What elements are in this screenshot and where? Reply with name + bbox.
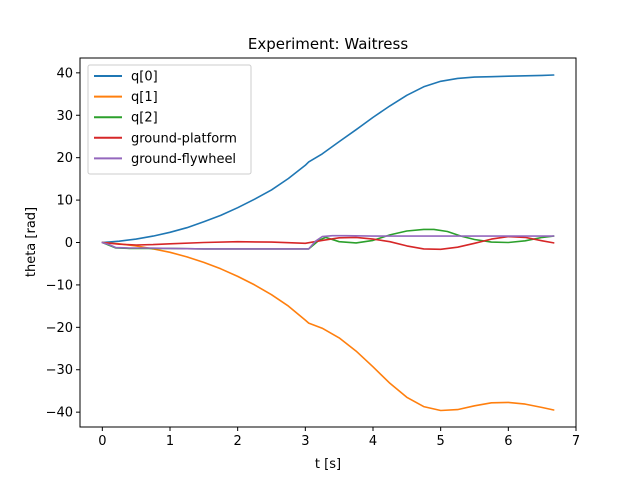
- y-tick-label: −10: [46, 278, 73, 293]
- plot-lines: [101, 74, 555, 412]
- chart-title: Experiment: Waitress: [248, 35, 408, 53]
- y-tick-label: −20: [46, 321, 73, 336]
- series-line-4: [101, 234, 555, 250]
- x-tick-label: 7: [572, 434, 580, 449]
- y-tick-label: 0: [65, 236, 73, 251]
- legend-box: [87, 64, 252, 175]
- legend-label: ground-flywheel: [131, 152, 236, 167]
- x-axis: 0 1 2 3 4 5 6 7: [98, 427, 580, 449]
- y-tick-label: 30: [56, 109, 73, 124]
- legend-label: ground-platform: [131, 131, 237, 146]
- x-tick-label: 1: [166, 434, 174, 449]
- x-axis-label: t [s]: [315, 457, 341, 472]
- x-tick-label: 6: [504, 434, 512, 449]
- series-line-1: [101, 241, 555, 412]
- y-tick-label: −40: [46, 406, 73, 421]
- x-tick-label: 0: [98, 434, 106, 449]
- x-tick-label: 4: [369, 434, 377, 449]
- y-tick-label: 40: [56, 66, 73, 81]
- x-tick-label: 5: [437, 434, 445, 449]
- x-tick-label: 2: [234, 434, 242, 449]
- legend-label: q[2]: [131, 111, 158, 126]
- legend: q[0] q[1] q[2] ground-platform ground-flywhe…: [87, 64, 252, 175]
- y-tick-label: 20: [56, 151, 73, 166]
- legend-label: q[1]: [131, 90, 158, 105]
- y-axis-label: theta [rad]: [24, 207, 39, 277]
- legend-label: q[0]: [131, 70, 158, 85]
- y-tick-label: −30: [46, 363, 73, 378]
- y-tick-label: 10: [56, 194, 73, 209]
- series-line-3: [101, 235, 555, 251]
- y-axis: −40 −30 −20 −10 0 10 20 30 40: [46, 66, 80, 421]
- x-tick-label: 3: [301, 434, 309, 449]
- series-line-0: [101, 74, 555, 244]
